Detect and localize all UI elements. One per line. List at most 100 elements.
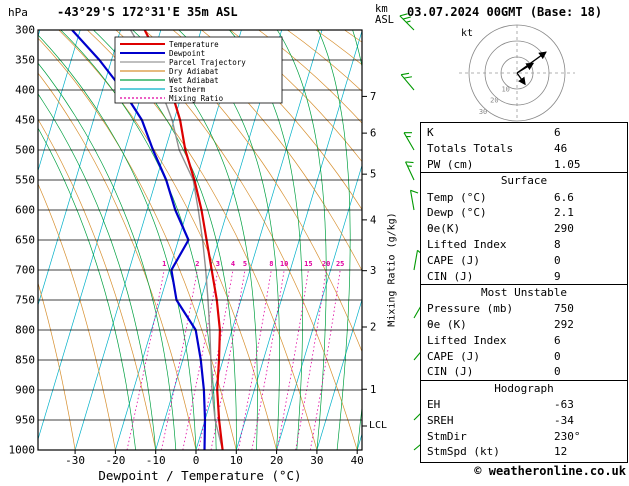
panel-row-value: 0 — [554, 349, 561, 363]
pressure-tick-label: 850 — [15, 354, 35, 367]
legend-item-label: Mixing Ratio — [169, 94, 224, 103]
station-title: -43°29'S 172°31'E 35m ASL — [57, 5, 238, 19]
dry-adiabat-line — [229, 30, 362, 163]
x-tick-label: 0 — [193, 454, 200, 467]
panel-row-label: EH — [427, 397, 441, 411]
mixing-ratio-value-label: 4 — [231, 260, 235, 268]
pressure-tick-label: 700 — [15, 264, 35, 277]
panel-row-value: 0 — [554, 253, 561, 267]
wind-barb-full — [399, 13, 408, 17]
hodograph-ring — [500, 56, 534, 90]
copyright-text: © weatheronline.co.uk — [474, 464, 626, 478]
mixing-ratio-value-label: 2 — [195, 260, 199, 268]
x-tick-label: 10 — [230, 454, 243, 467]
wind-barb-staff — [400, 74, 415, 91]
panel-row-label: StmDir — [427, 429, 467, 443]
hodograph-wind-vector — [516, 62, 535, 74]
x-tick-label: -20 — [105, 454, 125, 467]
panel-row-value: 6.6 — [554, 190, 574, 204]
panel-row-value: -34 — [554, 413, 574, 427]
x-tick-label: -30 — [65, 454, 85, 467]
wind-barb — [399, 13, 415, 31]
panel-row: Totals Totals 46 — [421, 141, 627, 157]
indices-panel: K 6 Totals Totals 46 PW (cm) 1.05 Surface Temp … — [420, 122, 628, 463]
panel-section-header: Most Unstable — [480, 285, 568, 299]
panel-section: Surface Temp (°C) 6.6 Dewp (°C) 2.1 θe(K) 290 L… — [421, 172, 627, 284]
panel-section-header: Hodograph — [494, 381, 554, 395]
pressure-tick-label: 600 — [15, 204, 35, 217]
panel-row: StmSpd (kt) 12 — [421, 444, 627, 460]
panel-row-value: 8 — [554, 237, 561, 251]
pressure-tick-label: 400 — [15, 84, 35, 97]
wind-barb-staff — [413, 250, 419, 271]
km-axis-unit: km — [375, 3, 388, 15]
km-tick-label: 7 — [370, 91, 376, 103]
km-tick-label: 6 — [370, 128, 376, 140]
panel-row-label: CAPE (J) — [427, 349, 480, 363]
panel-row-label: SREH — [427, 413, 454, 427]
panel-section: Hodograph EH -63 SREH -34 StmDir 230° StmSpd (k… — [421, 379, 627, 460]
panel-row-label: Pressure (mb) — [427, 302, 514, 316]
wind-barb — [403, 132, 415, 151]
panel-row-value: 6 — [554, 126, 561, 140]
mixing-ratio-value-label: 15 — [304, 260, 312, 268]
hodograph-unit-label: kt — [461, 28, 474, 39]
pressure-tick-label: 350 — [15, 54, 35, 67]
panel-row-value: -63 — [554, 397, 574, 411]
datetime-title: 03.07.2024 00GMT (Base: 18) — [407, 5, 603, 19]
pressure-tick-label: 500 — [15, 144, 35, 157]
panel-row: Pressure (mb) 750 — [421, 301, 627, 317]
panel-row-value: 230° — [554, 429, 581, 443]
panel-row-value: 12 — [554, 445, 568, 459]
panel-section-header: Surface — [500, 174, 548, 188]
km-axis-unit-asl: ASL — [375, 14, 394, 26]
legend-item-label: Parcel Trajectory — [169, 58, 246, 67]
pressure-tick-label: 800 — [15, 324, 35, 337]
panel-row-label: Lifted Index — [427, 237, 507, 251]
panel-row: Lifted Index 6 — [421, 332, 627, 348]
km-axis: 1 2 3 4 5 6 7 — [362, 91, 376, 427]
mixing-ratio-value-label: 5 — [243, 260, 247, 268]
pressure-tick-label: 650 — [15, 234, 35, 247]
mixing-ratio-value-label: 3 — [216, 260, 220, 268]
wind-barb-staff — [409, 190, 415, 211]
hodograph-ring-label: 20 — [490, 97, 498, 105]
panel-row-label: CAPE (J) — [427, 253, 480, 267]
legend-item-label: Dry Adiabat — [169, 67, 219, 76]
pressure-tick-label: 550 — [15, 174, 35, 187]
plot-border — [37, 29, 363, 451]
legend-item-label: Dewpoint — [169, 49, 205, 58]
x-tick-label: -10 — [146, 454, 166, 467]
wind-barb — [405, 161, 415, 181]
panel-row: Dewp (°C) 2.1 — [421, 205, 627, 221]
mixing-ratio-value-label: 8 — [269, 260, 273, 268]
panel-row: CAPE (J) 0 — [421, 348, 627, 364]
wind-barb-full — [410, 189, 419, 194]
panel-row-label: Dewp (°C) — [427, 206, 487, 220]
panel-row: PW (cm) 1.05 — [421, 157, 627, 173]
pressure-tick-label: 900 — [15, 384, 35, 397]
km-tick-label: 5 — [370, 169, 376, 181]
km-tick-label: 3 — [370, 265, 376, 277]
panel-row-label: θe(K) — [427, 222, 461, 236]
mixing-ratio-axis-title: Mixing Ratio (g/kg) — [386, 212, 398, 327]
wind-barb-full — [401, 72, 410, 76]
x-tick-label: 30 — [310, 454, 323, 467]
pressure-tick-label: 950 — [15, 414, 35, 427]
hodograph-ring — [468, 24, 566, 122]
dry-adiabat-line — [258, 30, 362, 124]
panel-row-label: StmSpd (kt) — [427, 445, 500, 459]
panel-row: Temp (°C) 6.6 — [421, 189, 627, 205]
hodograph-ring-label: 30 — [479, 108, 487, 116]
panel-row-value: 1.05 — [554, 157, 581, 171]
mixing-ratio-value-label: 10 — [280, 260, 288, 268]
pressure-axis-unit: hPa — [8, 6, 28, 19]
panel-row-value: 2.1 — [554, 206, 574, 220]
panel-section: Most Unstable Pressure (mb) 750 θe (K) 292 Li… — [421, 283, 627, 380]
panel-row-value: 750 — [554, 302, 574, 316]
legend-item-label: Wet Adiabat — [169, 76, 219, 85]
mixing-ratio-value-label: 25 — [336, 260, 344, 268]
